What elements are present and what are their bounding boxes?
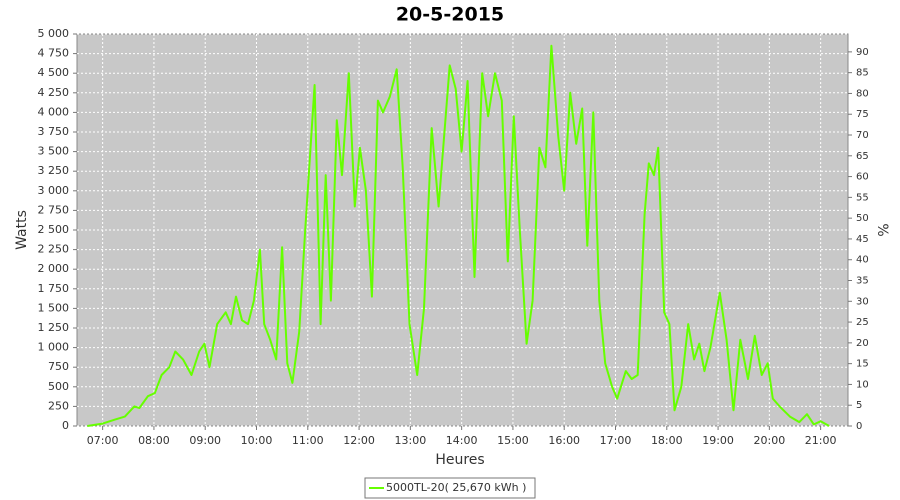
y-tick-label: 0: [62, 419, 69, 432]
y2-tick-label: 15: [856, 359, 869, 370]
x-tick-label: 20:00: [754, 434, 786, 447]
y2-tick-label: 35: [856, 276, 869, 287]
y-tick-label: 3 750: [38, 125, 70, 138]
y2-tick-label: 50: [856, 213, 869, 224]
x-tick-label: 15:00: [497, 434, 529, 447]
y2-tick-label: 45: [856, 234, 869, 245]
x-tick-label: 13:00: [395, 434, 427, 447]
y-tick-label: 250: [48, 399, 69, 412]
y2-tick-label: 20: [856, 338, 869, 349]
y-tick-label: 3 500: [38, 145, 70, 158]
legend-label: 5000TL-20( 25,670 kWh ): [386, 481, 526, 494]
x-axis-label: Heures: [435, 452, 484, 468]
y2-tick-label: 55: [856, 192, 869, 203]
y2-tick-label: 85: [856, 68, 869, 79]
y2-tick-label: 5: [856, 400, 862, 411]
y-tick-label: 2 750: [38, 203, 70, 216]
y2-tick-label: 70: [856, 130, 869, 141]
y2-tick-label: 40: [856, 255, 869, 266]
y-tick-label: 4 250: [38, 86, 70, 99]
y-tick-label: 1 250: [38, 321, 70, 334]
y2-tick-label: 80: [856, 88, 869, 99]
y-tick-label: 5 000: [38, 27, 70, 40]
legend: [364, 477, 536, 499]
data-line: [87, 44, 830, 427]
x-tick-label: 18:00: [651, 434, 683, 447]
y-tick-label: 500: [48, 380, 69, 393]
x-tick-label: 07:00: [87, 434, 119, 447]
y2-tick-label: 65: [856, 151, 869, 162]
y2-tick-label: 0: [856, 421, 862, 432]
y-tick-label: 1 750: [38, 282, 70, 295]
y-tick-label: 750: [48, 360, 69, 373]
x-tick-label: 14:00: [446, 434, 478, 447]
x-tick-label: 09:00: [189, 434, 221, 447]
y-tick-label: 4 750: [38, 47, 70, 60]
y2-tick-label: 10: [856, 379, 869, 390]
y-tick-label: 3 000: [38, 184, 70, 197]
y-tick-label: 3 250: [38, 164, 70, 177]
y2-tick-label: 75: [856, 109, 869, 120]
y-tick-label: 2 000: [38, 262, 70, 275]
y-tick-label: 4 000: [38, 105, 70, 118]
y2-tick-label: 30: [856, 296, 869, 307]
y2-axis-label: %: [874, 223, 890, 236]
y-tick-label: 4 500: [38, 66, 70, 79]
y-tick-label: 2 250: [38, 243, 70, 256]
y2-tick-label: 90: [856, 47, 869, 58]
x-tick-label: 19:00: [702, 434, 734, 447]
chart-title: 20-5-2015: [396, 4, 504, 26]
y-tick-label: 2 500: [38, 223, 70, 236]
y2-tick-label: 25: [856, 317, 869, 328]
x-tick-label: 10:00: [241, 434, 273, 447]
x-tick-label: 21:00: [805, 434, 837, 447]
x-tick-label: 11:00: [292, 434, 324, 447]
x-tick-label: 12:00: [343, 434, 375, 447]
y-tick-label: 1 000: [38, 341, 70, 354]
y-axis-label: Watts: [14, 210, 30, 250]
y-tick-label: 1 500: [38, 301, 70, 314]
x-tick-label: 08:00: [138, 434, 170, 447]
x-tick-label: 17:00: [600, 434, 632, 447]
y2-tick-label: 60: [856, 172, 869, 183]
x-tick-label: 16:00: [548, 434, 580, 447]
